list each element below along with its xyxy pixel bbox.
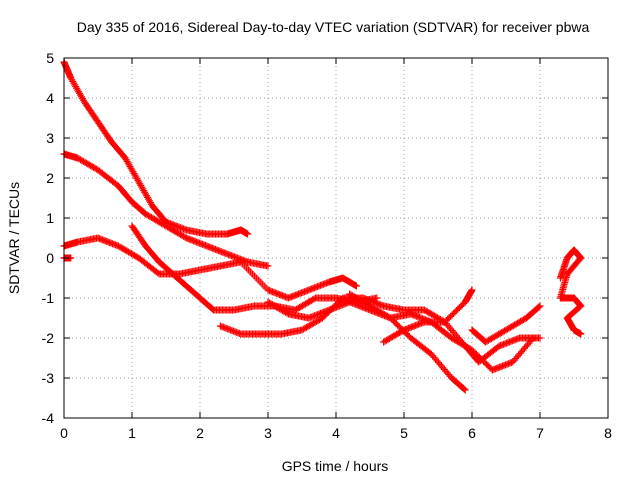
data-point <box>535 303 543 311</box>
x-tick-label: 2 <box>196 425 204 441</box>
data-series <box>60 150 272 270</box>
data-series <box>556 246 585 338</box>
y-tick-label: 0 <box>46 250 54 266</box>
data-points <box>60 58 585 394</box>
chart-title: Day 335 of 2016, Sidereal Day-to-day VTE… <box>77 19 590 35</box>
x-tick-labels: 0 1 2 3 4 5 6 7 8 <box>60 425 612 441</box>
y-tick-label: 2 <box>46 170 54 186</box>
x-axis-label: GPS time / hours <box>282 458 389 474</box>
x-tick-label: 1 <box>128 425 136 441</box>
y-tick-labels: -4 -3 -2 -1 0 1 2 3 4 5 <box>42 50 55 426</box>
data-point <box>468 286 476 294</box>
data-point <box>461 386 469 394</box>
data-series <box>216 294 544 366</box>
y-axis-label: SDTVAR / TECUs <box>6 182 22 294</box>
y-tick-label: -4 <box>42 410 55 426</box>
data-series <box>60 58 252 238</box>
data-point <box>460 385 468 393</box>
y-tick-label: -3 <box>42 370 55 386</box>
y-tick-label: 3 <box>46 130 54 146</box>
y-tick-label: 4 <box>46 90 54 106</box>
x-tick-label: 4 <box>332 425 340 441</box>
data-point <box>244 230 252 238</box>
y-tick-label: 5 <box>46 50 54 66</box>
grid-lines <box>64 58 608 418</box>
x-tick-label: 5 <box>400 425 408 441</box>
x-tick-label: 7 <box>536 425 544 441</box>
data-series <box>380 286 476 346</box>
y-tick-label: -1 <box>42 290 55 306</box>
x-tick-label: 0 <box>60 425 68 441</box>
data-series <box>264 298 537 374</box>
y-tick-label: 1 <box>46 210 54 226</box>
x-tick-label: 8 <box>604 425 612 441</box>
axis-ticks <box>63 57 609 419</box>
data-point <box>528 336 536 344</box>
data-point <box>536 334 544 342</box>
data-point <box>536 302 544 310</box>
data-point <box>264 262 272 270</box>
data-point <box>529 334 537 342</box>
x-tick-label: 3 <box>264 425 272 441</box>
x-tick-label: 6 <box>468 425 476 441</box>
data-point <box>352 282 360 290</box>
y-tick-label: -2 <box>42 330 55 346</box>
data-point <box>577 330 585 338</box>
data-series <box>468 302 544 346</box>
